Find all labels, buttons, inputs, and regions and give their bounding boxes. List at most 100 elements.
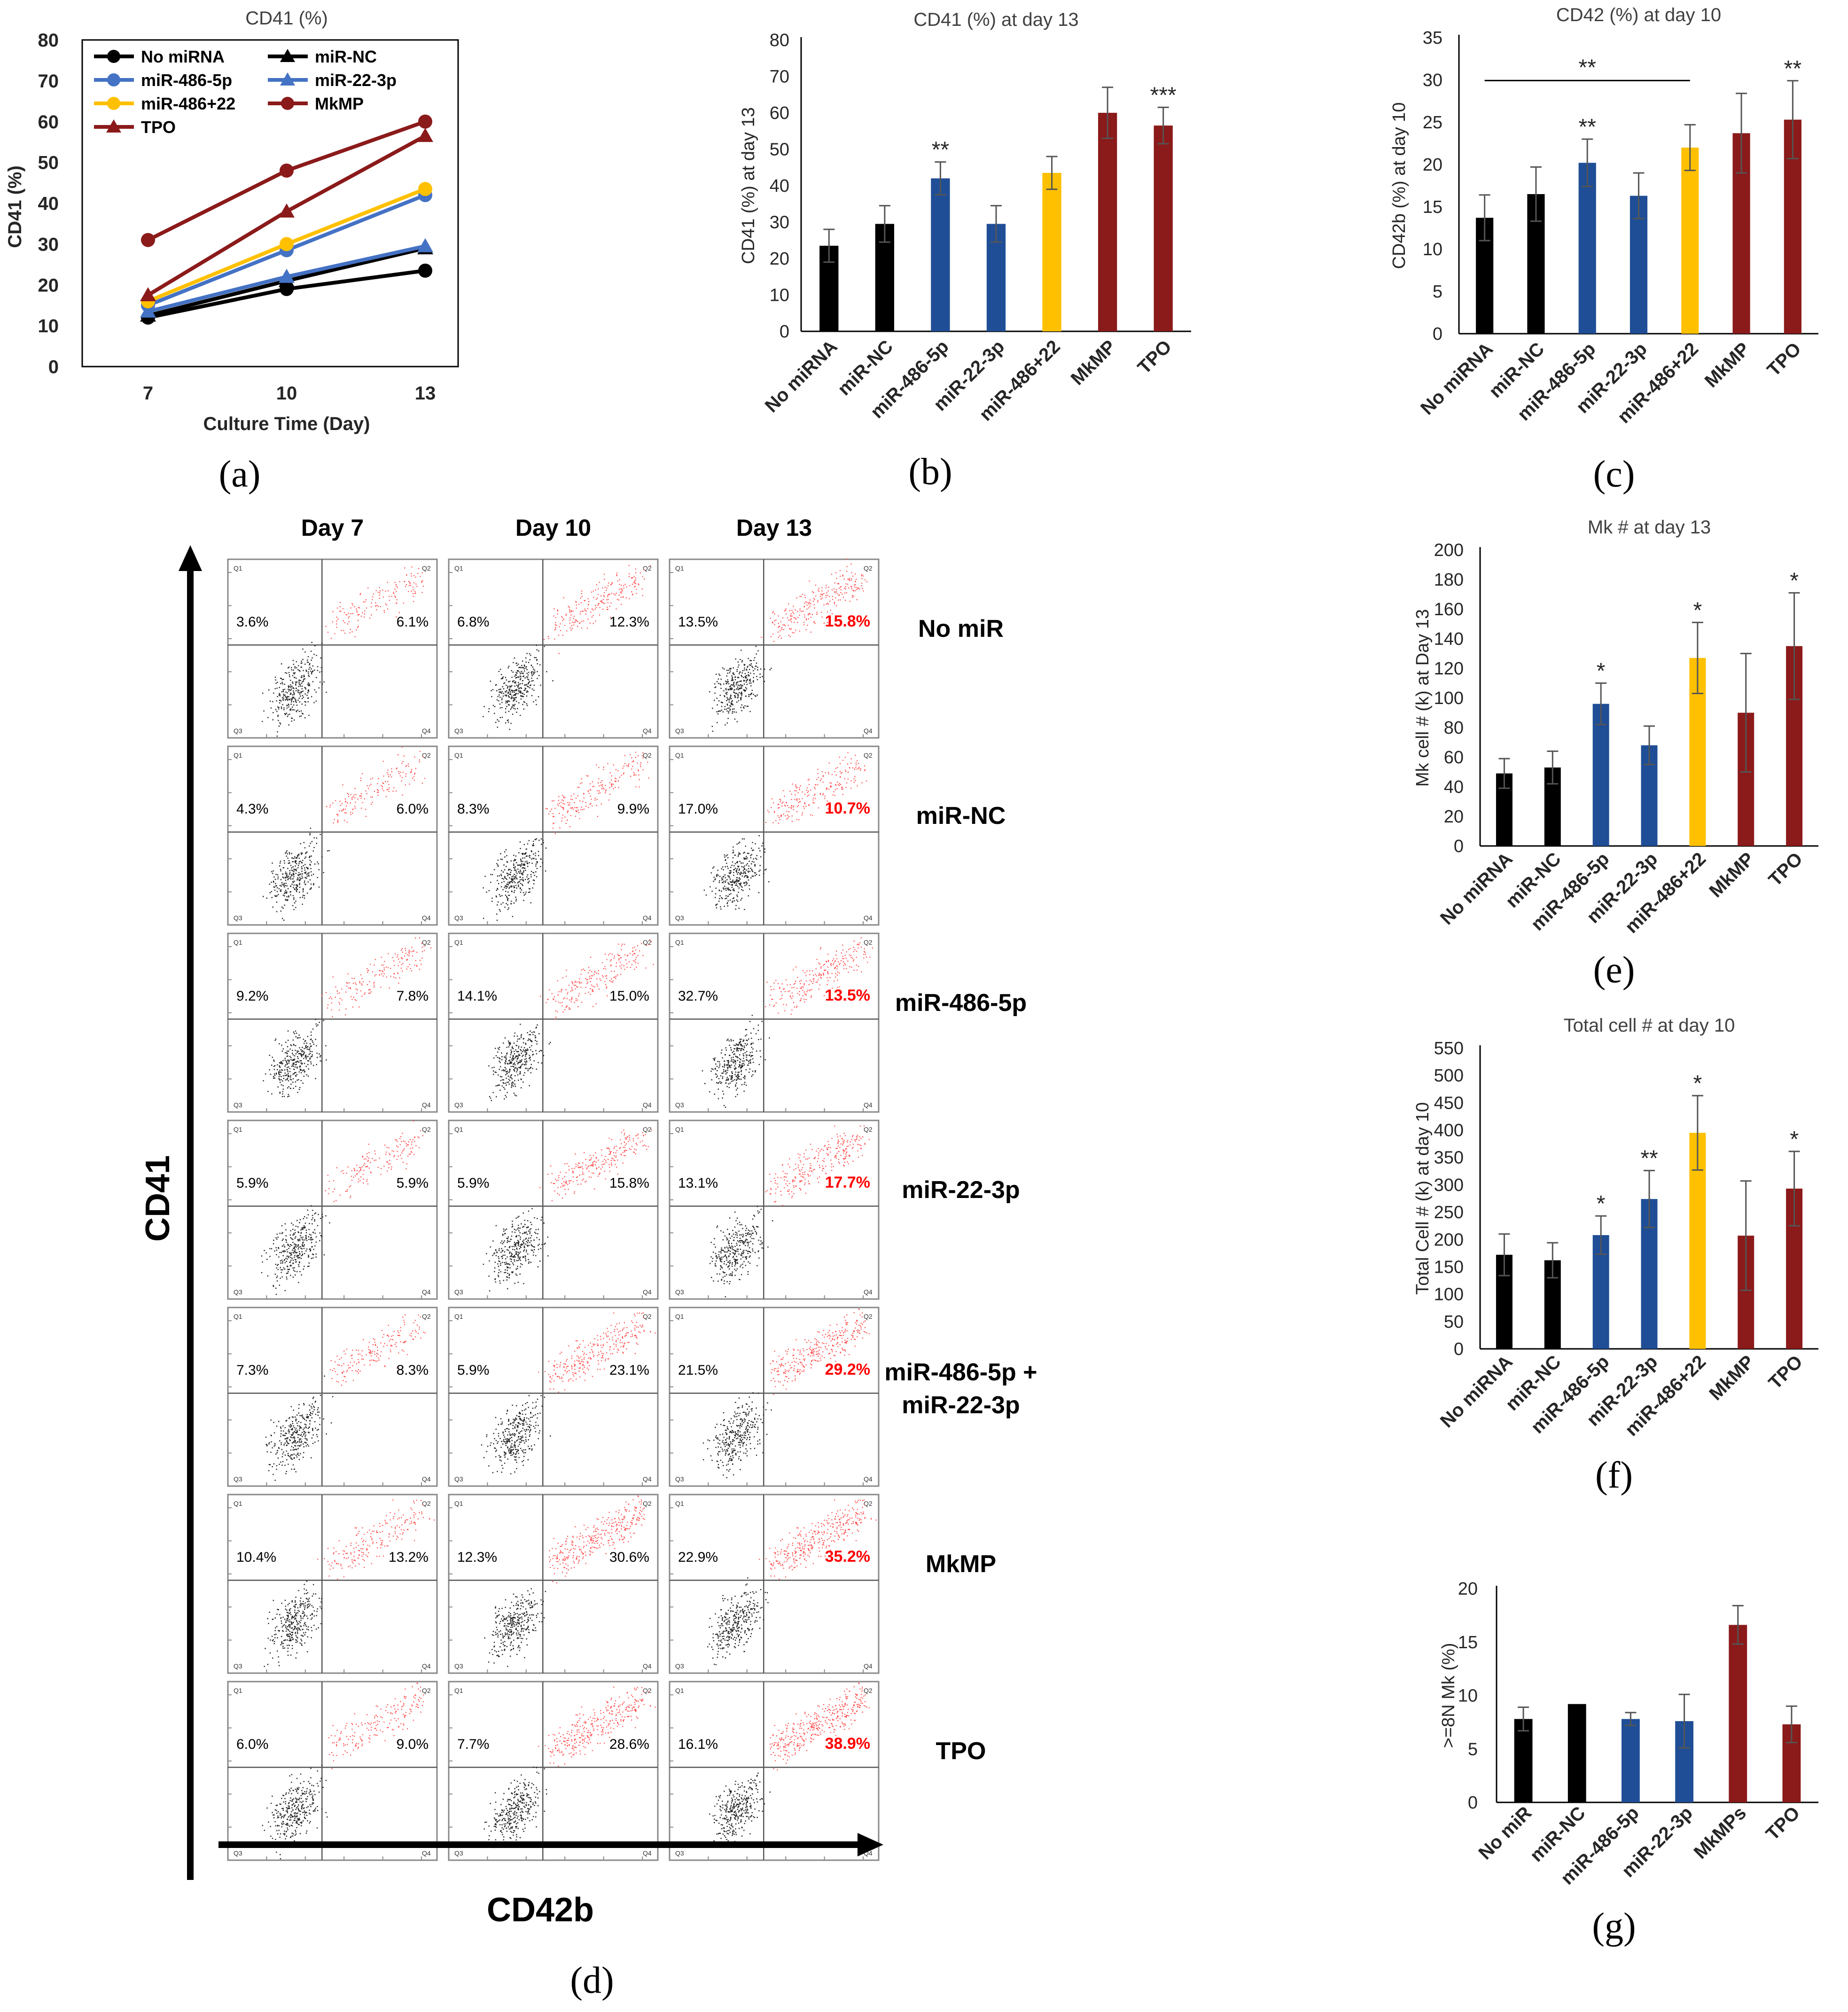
chart-g-bar: [1622, 1719, 1640, 1802]
flow-quadrant-label: Q2: [422, 1687, 431, 1694]
flow-quadrant-label: Q3: [234, 1849, 242, 1857]
cd41-arrowhead: [179, 545, 202, 571]
chart-g-ylabel: >=8N Mk (%): [1439, 1643, 1458, 1748]
cd42b-arrowhead: [858, 1833, 883, 1856]
flow-quadrant-label: Q3: [234, 727, 242, 735]
chart-c-significance: **: [1784, 56, 1801, 81]
flow-quadrant-label: Q3: [454, 1101, 463, 1109]
chart-a-legend-marker: [107, 97, 120, 110]
flow-events-positive: [540, 939, 654, 1020]
chart-g-ytick: 15: [1458, 1633, 1478, 1652]
chart-a-point: [140, 287, 156, 301]
flow-q1-percentage: 8.3%: [457, 801, 489, 817]
flow-quadrant-label: Q4: [864, 727, 873, 735]
chart-a-legend-label: No miRNA: [141, 47, 225, 66]
flow-quadrant-label: Q2: [422, 1500, 431, 1507]
flow-events-negative: [709, 1772, 771, 1848]
chart-b-ytick: 10: [770, 286, 789, 305]
flow-plot: Q1 Q2 Q3 Q4 22.9% 35.2%: [669, 1494, 880, 1674]
panel-label-a: (a): [219, 454, 261, 495]
chart-a-point: [417, 128, 433, 142]
chart-a-xtick: 10: [276, 383, 297, 404]
flow-q2-percentage-highlight: 13.5%: [825, 986, 870, 1004]
flow-q1-percentage: 5.9%: [457, 1175, 489, 1191]
flow-plot-frame: [227, 558, 438, 739]
flow-q1-percentage: 9.2%: [236, 988, 268, 1004]
flow-plot-frame: [448, 1120, 659, 1300]
flow-quadrant-label: Q2: [643, 564, 652, 572]
flow-q2-percentage: 9.0%: [397, 1737, 429, 1752]
chart-a-ytick: 60: [38, 112, 59, 133]
chart-a-legend-label: miR-486-5p: [141, 70, 232, 90]
chart-f-ytick: 550: [1434, 1039, 1464, 1058]
chart-a-legend-marker: [280, 72, 295, 86]
flow-quadrant-label: Q1: [454, 1687, 463, 1694]
flow-quadrant-label: Q3: [454, 1662, 463, 1670]
flow-q2-percentage: 15.0%: [609, 988, 649, 1004]
chart-f-ytick: 0: [1454, 1339, 1464, 1359]
flow-events-negative: [263, 828, 330, 921]
flow-events-positive: [328, 1683, 424, 1769]
flow-quadrant-label: Q2: [864, 752, 873, 759]
chart-f-ytick: 50: [1444, 1312, 1464, 1332]
chart-a-ytick: 30: [38, 234, 59, 255]
flow-plot: Q1 Q2 Q3 Q4 5.9% 15.8%: [448, 1120, 659, 1300]
flow-quadrant-label: Q2: [643, 752, 652, 759]
chart-c-bar: [1578, 163, 1596, 334]
chart-f-ytick: 300: [1434, 1175, 1464, 1195]
flow-column-header: Day 10: [515, 515, 591, 541]
flow-row-label: miR-486-5p: [895, 989, 1027, 1017]
chart-f-title: Total cell # at day 10: [1564, 1015, 1735, 1036]
flow-q2-percentage-highlight: 17.7%: [825, 1174, 870, 1191]
chart-e-ylabel: Mk cell # (k) at Day 13: [1413, 609, 1433, 787]
chart-f-ytick: 200: [1434, 1230, 1464, 1250]
flow-q1-percentage: 14.1%: [457, 988, 497, 1004]
flow-quadrant-label: Q2: [643, 1687, 652, 1694]
chart-e-ytick: 160: [1434, 600, 1464, 619]
flow-quadrant-label: Q3: [454, 727, 463, 735]
chart-e-ytick: 140: [1434, 629, 1464, 649]
flow-quadrant-label: Q4: [643, 1849, 652, 1857]
flow-quadrant-label: Q1: [675, 564, 684, 572]
chart-f-significance: *: [1790, 1127, 1799, 1152]
flow-quadrant-label: Q3: [234, 1475, 242, 1483]
flow-quadrant-label: Q4: [864, 1662, 873, 1670]
flow-q2-percentage: 6.0%: [397, 801, 429, 817]
flow-plot-frame: [448, 745, 659, 926]
chart-a-ytick: 80: [38, 30, 59, 51]
chart-a-point: [280, 164, 294, 178]
flow-quadrant-label: Q4: [643, 1288, 652, 1296]
flow-q2-percentage: 5.9%: [397, 1175, 429, 1191]
chart-c-ytick: 15: [1423, 197, 1443, 217]
flow-quadrant-label: Q2: [643, 1500, 652, 1507]
chart-a-title: CD41 (%): [245, 8, 328, 29]
chart-b-ytick: 60: [770, 103, 789, 123]
cd41-axis-label: CD41: [139, 1155, 177, 1242]
panel-label-f: (f): [1595, 1455, 1633, 1496]
flow-quadrant-label: Q3: [454, 1475, 463, 1483]
flow-quadrant-label: Q1: [675, 1126, 684, 1133]
flow-events-negative: [261, 1205, 330, 1295]
flow-quadrant-label: Q2: [864, 939, 873, 946]
flow-row-label: miR-486-5p +: [884, 1359, 1037, 1386]
chart-e-significance: *: [1693, 598, 1702, 623]
chart-b-bar: [1042, 172, 1061, 331]
flow-q2-percentage-highlight: 10.7%: [825, 799, 870, 817]
chart-e-significance: *: [1790, 568, 1799, 593]
flow-quadrant-label: Q1: [454, 1313, 463, 1320]
flow-quadrant-label: Q2: [643, 1313, 652, 1320]
flow-q1-percentage: 10.4%: [236, 1550, 276, 1565]
flow-quadrant-label: Q2: [422, 1313, 431, 1320]
chart-a-xtick: 7: [143, 383, 153, 404]
chart-a-legend-marker: [106, 119, 121, 133]
chart-a-xtick: 13: [415, 383, 436, 404]
flow-quadrant-label: Q1: [454, 752, 463, 759]
flow-q1-percentage: 3.6%: [236, 614, 268, 630]
flow-quadrant-label: Q2: [864, 1687, 873, 1694]
chart-c-title: CD42 (%) at day 10: [1556, 5, 1721, 25]
flow-quadrant-label: Q3: [675, 1662, 684, 1670]
flow-plot: Q1 Q2 Q3 Q4 12.3% 30.6%: [448, 1494, 659, 1674]
flow-plot: Q1 Q2 Q3 Q4 6.0% 9.0%: [227, 1681, 438, 1861]
flow-quadrant-label: Q4: [422, 1101, 431, 1109]
flow-quadrant-label: Q4: [422, 1475, 431, 1483]
